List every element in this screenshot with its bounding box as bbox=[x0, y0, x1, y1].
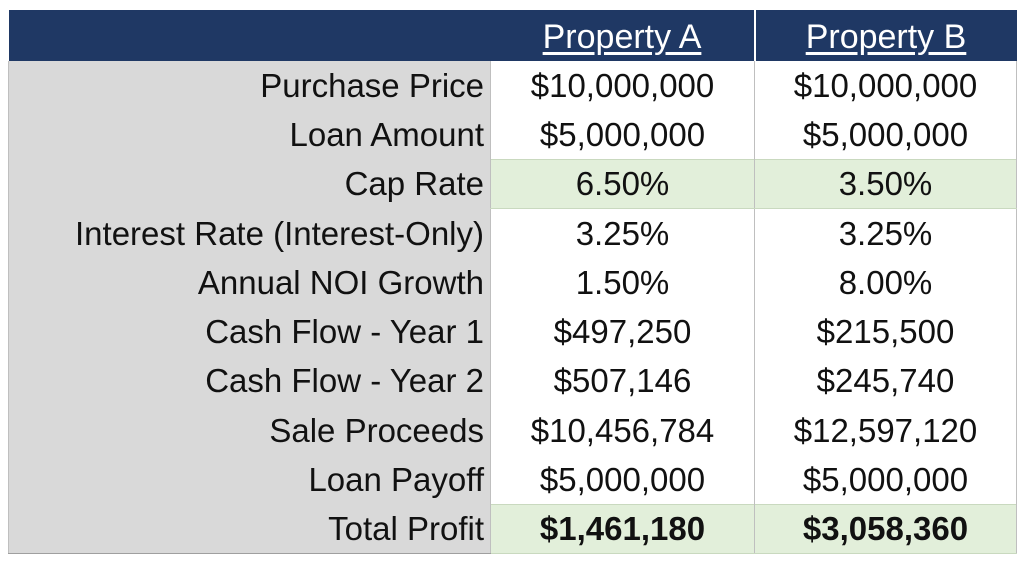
header-property-b: Property B bbox=[754, 10, 1017, 61]
table-row: Sale Proceeds $10,456,784 $12,597,120 bbox=[8, 406, 1017, 456]
table-row: Cash Flow - Year 2 $507,146 $245,740 bbox=[8, 356, 1017, 407]
property-b-value: $3,058,360 bbox=[754, 504, 1017, 555]
property-b-value: 8.00% bbox=[754, 258, 1017, 308]
property-a-value: $10,000,000 bbox=[490, 61, 755, 111]
row-label: Cap Rate bbox=[8, 159, 491, 209]
table-row: Total Profit $1,461,180 $3,058,360 bbox=[8, 504, 1017, 555]
property-a-value: 6.50% bbox=[490, 159, 755, 210]
row-label: Annual NOI Growth bbox=[8, 258, 491, 308]
row-label: Cash Flow - Year 2 bbox=[8, 356, 491, 407]
property-b-value: $245,740 bbox=[754, 356, 1017, 407]
row-label: Loan Payoff bbox=[8, 455, 491, 505]
property-a-value: $5,000,000 bbox=[490, 455, 755, 505]
header-property-a: Property A bbox=[490, 10, 756, 61]
row-label: Loan Amount bbox=[8, 110, 491, 160]
property-a-value: $1,461,180 bbox=[490, 504, 755, 555]
property-b-value: $12,597,120 bbox=[754, 406, 1017, 456]
property-comparison-table: Property A Property B Purchase Price $10,… bbox=[8, 10, 1017, 555]
property-a-value: 1.50% bbox=[490, 258, 755, 308]
property-b-value: 3.50% bbox=[754, 159, 1017, 210]
property-b-value: 3.25% bbox=[754, 208, 1017, 259]
property-comparison-table-container: Property A Property B Purchase Price $10,… bbox=[8, 10, 1017, 555]
table-row: Cash Flow - Year 1 $497,250 $215,500 bbox=[8, 307, 1017, 357]
property-a-value: $5,000,000 bbox=[490, 110, 755, 160]
property-a-value: 3.25% bbox=[490, 208, 755, 259]
property-b-value: $10,000,000 bbox=[754, 61, 1017, 111]
property-b-value: $5,000,000 bbox=[754, 455, 1017, 505]
row-label: Cash Flow - Year 1 bbox=[8, 307, 491, 357]
table-body: Purchase Price $10,000,000 $10,000,000 Loan… bbox=[8, 61, 1017, 555]
table-row: Annual NOI Growth 1.50% 8.00% bbox=[8, 258, 1017, 308]
property-a-value: $10,456,784 bbox=[490, 406, 755, 456]
row-label: Purchase Price bbox=[8, 61, 491, 111]
property-a-value: $497,250 bbox=[490, 307, 755, 357]
property-a-value: $507,146 bbox=[490, 356, 755, 407]
table-row: Purchase Price $10,000,000 $10,000,000 bbox=[8, 61, 1017, 111]
table-row: Loan Amount $5,000,000 $5,000,000 bbox=[8, 110, 1017, 160]
table-row: Cap Rate 6.50% 3.50% bbox=[8, 159, 1017, 210]
table-row: Loan Payoff $5,000,000 $5,000,000 bbox=[8, 455, 1017, 505]
property-b-value: $5,000,000 bbox=[754, 110, 1017, 160]
property-b-value: $215,500 bbox=[754, 307, 1017, 357]
row-label: Sale Proceeds bbox=[8, 406, 491, 456]
row-label: Interest Rate (Interest-Only) bbox=[8, 208, 491, 259]
row-label: Total Profit bbox=[8, 504, 491, 555]
table-row: Interest Rate (Interest-Only) 3.25% 3.25% bbox=[8, 208, 1017, 259]
header-corner bbox=[8, 10, 491, 61]
header-row: Property A Property B bbox=[8, 10, 1017, 61]
